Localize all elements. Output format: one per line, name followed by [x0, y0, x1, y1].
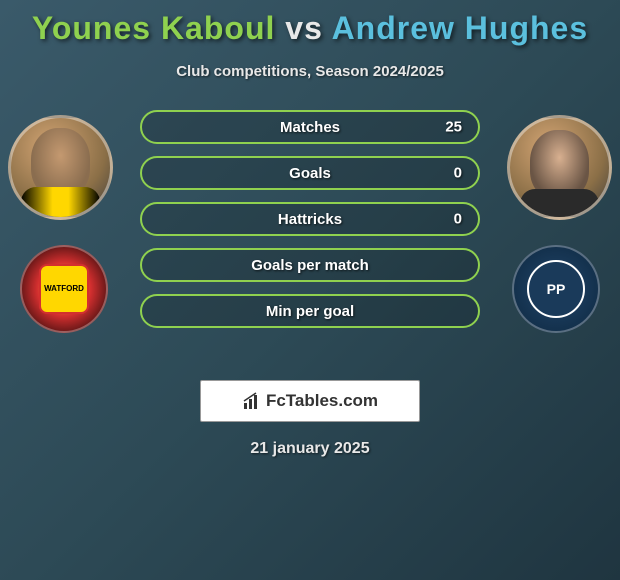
subtitle: Club competitions, Season 2024/2025: [0, 63, 620, 80]
source-logo[interactable]: FcTables.com: [200, 380, 420, 422]
page-title: Younes Kaboul vs Andrew Hughes: [0, 10, 620, 47]
player2-photo: [507, 115, 612, 220]
stat-row-matches: Matches 25: [140, 110, 480, 144]
player2-name: Andrew Hughes: [332, 10, 589, 46]
stat-row-hattricks: Hattricks 0: [140, 202, 480, 236]
shirt-placeholder: [21, 187, 100, 217]
chart-icon: [242, 391, 262, 411]
stat-label: Goals: [289, 165, 331, 182]
stat-row-min-per-goal: Min per goal: [140, 294, 480, 328]
player1-photo: [8, 115, 113, 220]
stat-label: Goals per match: [251, 257, 369, 274]
badge-inner: PP: [527, 260, 586, 319]
club1-text: WATFORD: [44, 284, 84, 293]
stat-value: 25: [445, 119, 462, 136]
stats-list: Matches 25 Goals 0 Hattricks 0 Goals per…: [140, 110, 480, 340]
comparison-card: Younes Kaboul vs Andrew Hughes Club comp…: [0, 0, 620, 458]
club1-badge: WATFORD: [20, 245, 108, 333]
stat-label: Hattricks: [278, 211, 342, 228]
vs-text: vs: [285, 10, 323, 46]
stat-value: 0: [454, 165, 462, 182]
main-area: WATFORD PP Matches 25 Goals 0 Hattricks …: [0, 110, 620, 370]
stat-label: Min per goal: [266, 303, 354, 320]
stat-row-goals: Goals 0: [140, 156, 480, 190]
club2-badge: PP: [512, 245, 600, 333]
badge-inner: WATFORD: [39, 264, 89, 314]
stat-row-goals-per-match: Goals per match: [140, 248, 480, 282]
club2-text: PP: [547, 281, 566, 297]
date-text: 21 january 2025: [0, 440, 620, 458]
shirt-placeholder: [520, 189, 599, 217]
stat-label: Matches: [280, 119, 340, 136]
logo-text: FcTables.com: [266, 391, 378, 411]
player1-name: Younes Kaboul: [32, 10, 276, 46]
stat-value: 0: [454, 211, 462, 228]
